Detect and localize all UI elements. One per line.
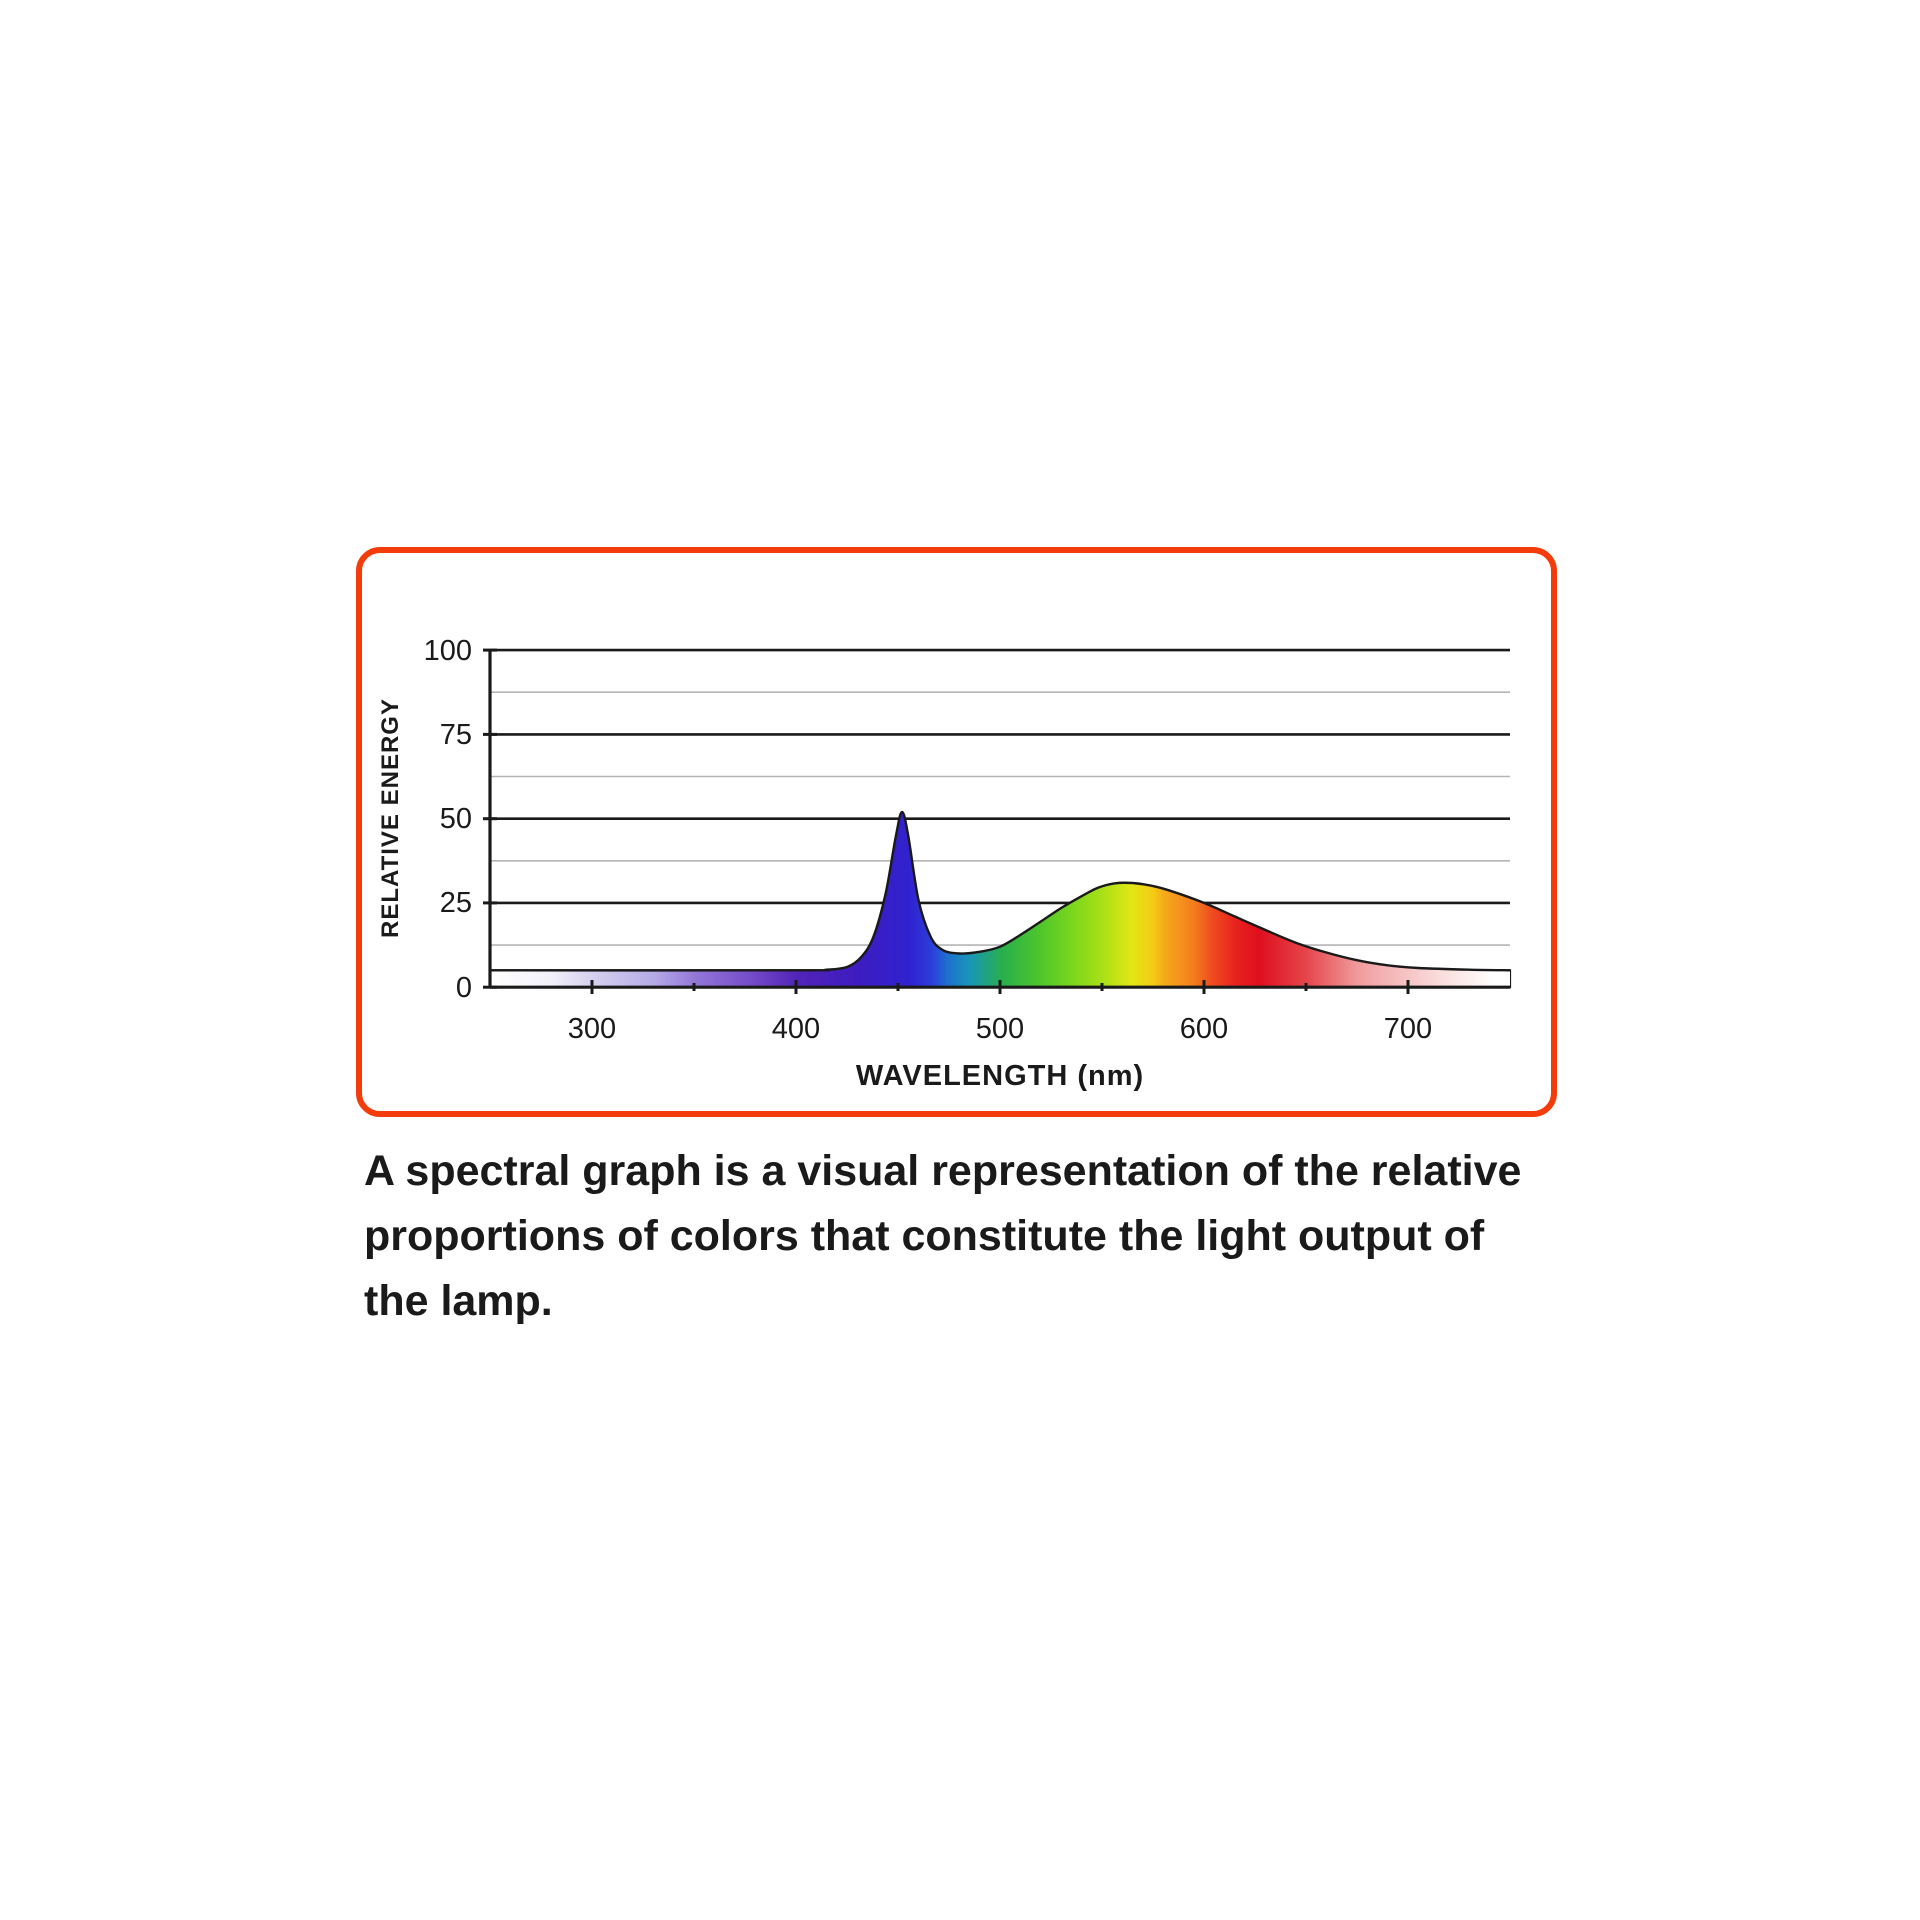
svg-text:0: 0 [456, 972, 472, 1004]
svg-text:300: 300 [568, 1013, 616, 1045]
svg-text:400: 400 [772, 1013, 820, 1045]
svg-text:100: 100 [424, 635, 472, 667]
svg-text:25: 25 [440, 887, 472, 919]
svg-text:700: 700 [1384, 1013, 1432, 1045]
svg-text:600: 600 [1180, 1013, 1228, 1045]
svg-text:500: 500 [976, 1013, 1024, 1045]
svg-text:75: 75 [440, 719, 472, 751]
svg-text:50: 50 [440, 803, 472, 835]
